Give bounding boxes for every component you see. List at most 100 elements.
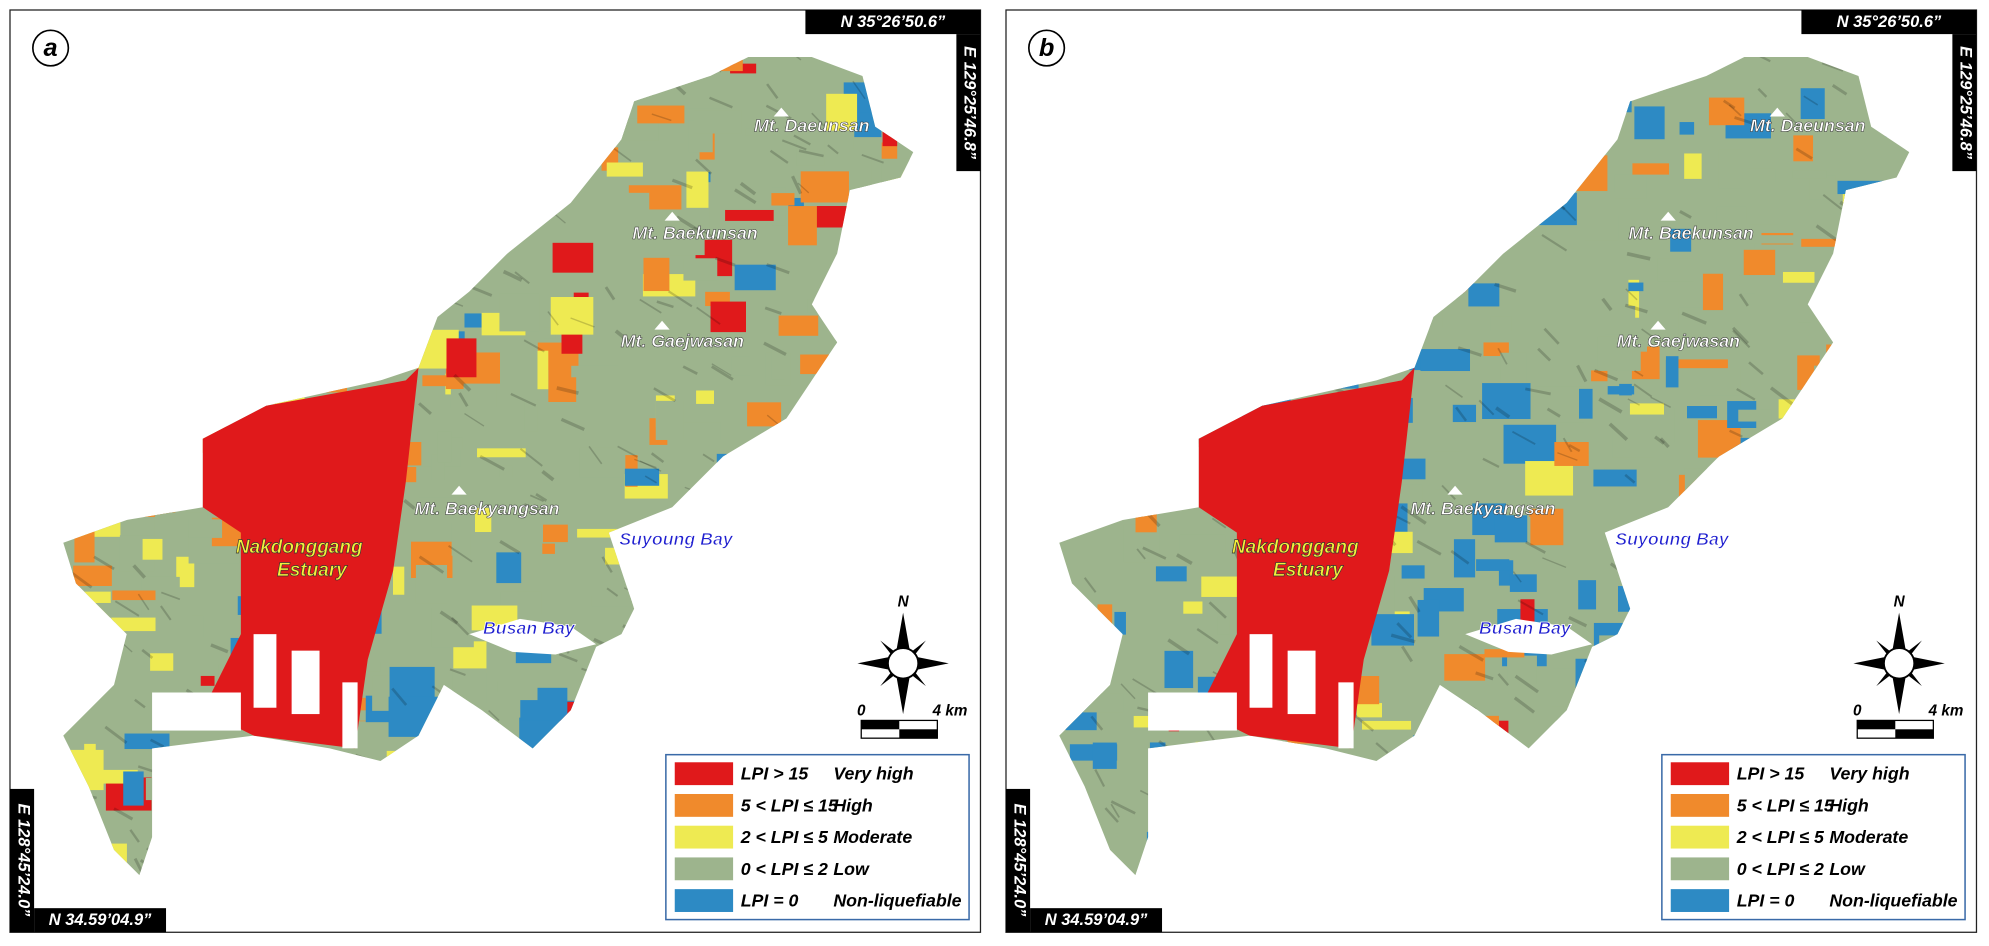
peak-label: Mt. Gaejwasan — [1617, 331, 1740, 351]
scale-label: 4 km — [932, 703, 968, 720]
coord-top: N 35°26’50.6” — [1837, 13, 1942, 31]
class-patch — [1371, 614, 1415, 646]
class-patch — [415, 564, 448, 604]
class-patch — [1155, 566, 1187, 582]
hillshade — [1598, 397, 1623, 414]
class-patch — [1809, 175, 1836, 200]
class-patch — [606, 162, 643, 177]
hillshade — [1757, 87, 1768, 98]
coord-box — [1801, 10, 1977, 35]
hillshade — [160, 605, 172, 621]
hillshade — [1679, 209, 1692, 219]
hillshade — [132, 564, 146, 579]
hillshade — [1785, 112, 1801, 128]
class-patch — [1793, 135, 1814, 162]
panel-label-circle — [32, 29, 70, 67]
legend-swatch — [674, 825, 734, 849]
panel-label: b — [1039, 34, 1055, 62]
class-patch — [543, 327, 556, 339]
class-patch — [451, 523, 471, 556]
hillshade — [650, 452, 665, 463]
hillshade — [764, 306, 782, 315]
hillshade — [210, 643, 229, 654]
legend-swatch — [674, 762, 734, 786]
hillshade — [1497, 673, 1510, 686]
legend-swatch — [674, 793, 734, 817]
hillshade — [1641, 328, 1657, 340]
class-patch — [1614, 177, 1647, 199]
class-patch — [496, 552, 522, 584]
map-panel: b N 35°26’50.6” E 129°25’46.8” E 128°45’24.… — [1005, 9, 1978, 933]
hillshade — [161, 591, 181, 601]
legend-class: Non-liquefiable — [833, 891, 961, 911]
hillshade — [1659, 437, 1670, 449]
hillshade — [711, 363, 732, 376]
hillshade — [1450, 549, 1470, 565]
class-patch — [800, 171, 849, 203]
class-patch — [1444, 654, 1486, 681]
peak-label: Mt. Baekunsan — [1628, 223, 1753, 243]
hillshade — [1736, 387, 1756, 401]
class-patch — [446, 338, 477, 378]
class-patch — [1628, 279, 1640, 318]
class-patch — [1665, 356, 1679, 388]
hillshade — [1196, 628, 1219, 645]
hillshade — [129, 829, 140, 843]
class-patch — [1468, 283, 1500, 307]
class-patch — [1749, 235, 1796, 244]
class-patch — [1401, 565, 1426, 579]
hillshade — [519, 447, 543, 467]
class-patch — [1420, 349, 1471, 372]
class-patch — [200, 675, 215, 686]
hillshade — [601, 556, 613, 573]
bay-label: Suyoung Bay — [1615, 529, 1730, 549]
class-patch — [73, 565, 112, 586]
scale-label: 4 km — [1928, 703, 1964, 720]
hillshade — [1731, 326, 1749, 345]
hillshade — [448, 545, 473, 563]
hillshade — [710, 365, 734, 381]
class-patch — [1356, 703, 1383, 718]
estuary-label: Estuary — [1273, 560, 1344, 581]
hillshade — [1568, 615, 1588, 628]
legend-condition: 5 < LPI ≤ 15 — [741, 795, 839, 815]
class-patch — [1677, 359, 1728, 369]
hillshade — [693, 226, 720, 240]
hillshade — [1511, 430, 1536, 445]
hillshade — [93, 555, 115, 571]
hillshade — [1601, 297, 1613, 312]
legend-swatch — [674, 889, 734, 912]
class-patch — [418, 497, 469, 510]
hillshade — [1562, 437, 1573, 453]
hillshade — [769, 149, 789, 164]
legend-class: Non-liquefiable — [1829, 891, 1957, 911]
bay-label: Suyoung Bay — [619, 529, 734, 549]
class-patch — [550, 297, 594, 335]
class-patch — [571, 365, 619, 378]
estuary-label: Nakdonggang — [1232, 537, 1359, 558]
class-patch — [1591, 370, 1608, 382]
hillshade — [1576, 364, 1588, 383]
class-patch — [1579, 388, 1593, 419]
class-patch — [431, 607, 474, 648]
class-patch — [1452, 404, 1477, 423]
hillshade — [1090, 715, 1104, 731]
hillshade — [464, 413, 485, 427]
hillshade — [639, 460, 662, 472]
hillshade — [734, 188, 757, 205]
legend-condition: LPI > 15 — [1737, 764, 1806, 784]
hillshade — [1517, 599, 1544, 616]
port-water — [253, 634, 277, 708]
class-patch — [858, 154, 872, 195]
class-patch — [1476, 559, 1510, 571]
hillshade — [523, 339, 545, 353]
class-patch — [1507, 655, 1537, 685]
hillshade — [1478, 399, 1495, 416]
hillshade — [1728, 104, 1742, 117]
class-patch — [788, 206, 817, 246]
peak-label: Mt. Baekunsan — [632, 223, 757, 243]
class-patch — [537, 350, 549, 390]
hillshade — [141, 648, 154, 660]
hillshade — [1401, 645, 1414, 663]
hillshade — [604, 286, 616, 301]
